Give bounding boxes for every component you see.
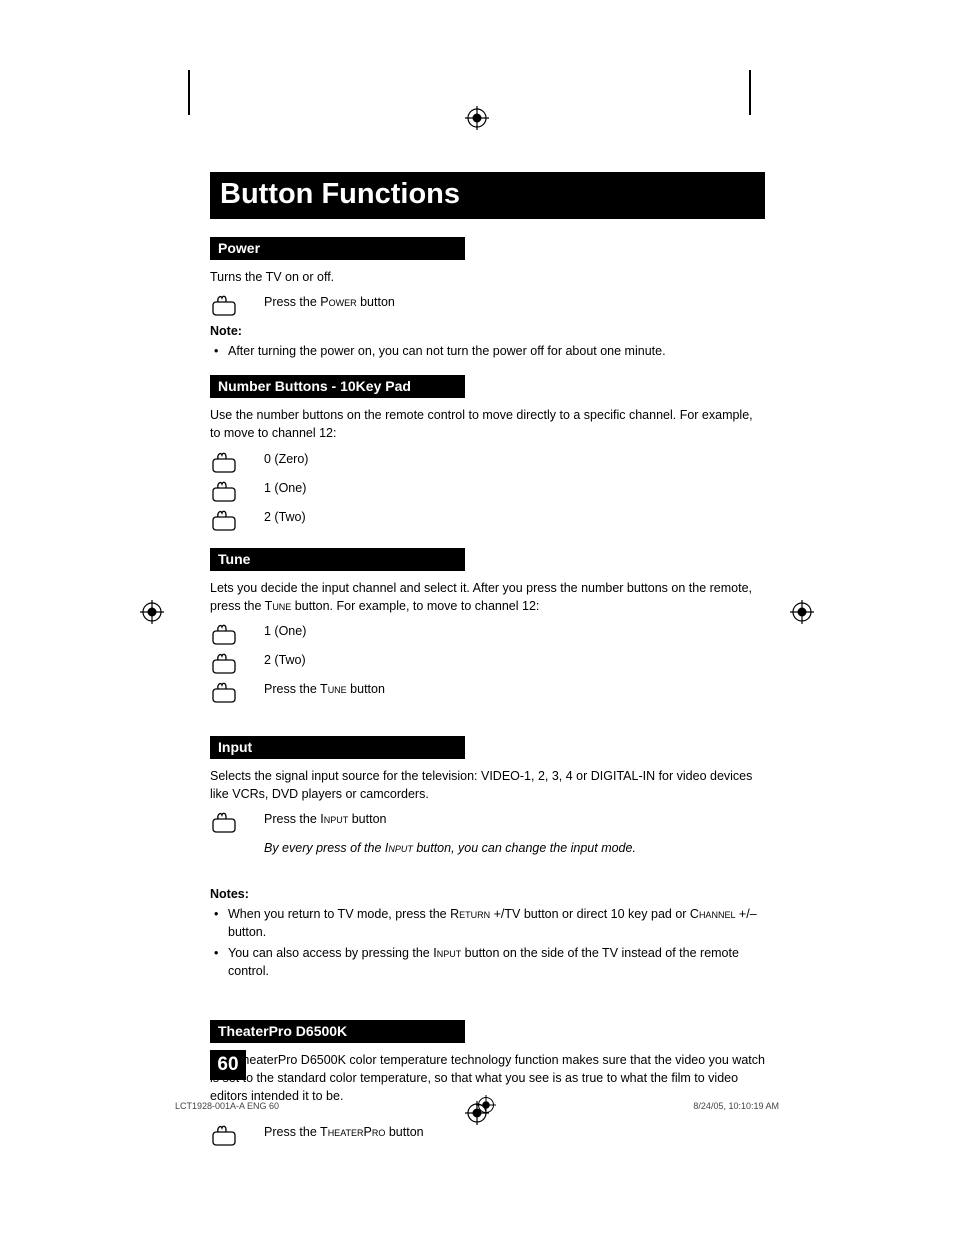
section-heading-input: Input xyxy=(210,736,465,759)
section-heading-power: Power xyxy=(210,237,465,260)
page-number: 60 xyxy=(210,1050,246,1080)
registration-mark-top xyxy=(465,106,489,130)
hand-icon xyxy=(210,650,238,676)
power-note: •After turning the power on, you can not… xyxy=(214,342,765,360)
footer-regmark xyxy=(279,1095,693,1117)
number-step-1: 1 (One) xyxy=(210,478,765,504)
registration-mark-right xyxy=(790,600,814,624)
power-intro: Turns the TV on or off. xyxy=(210,268,765,286)
hand-icon xyxy=(210,809,238,835)
registration-mark-left xyxy=(140,600,164,624)
input-step: Press the Input button xyxy=(210,809,765,835)
footer-right: 8/24/05, 10:10:19 AM xyxy=(693,1101,779,1111)
section-heading-number: Number Buttons - 10Key Pad xyxy=(210,375,465,398)
input-note-0: •When you return to TV mode, press the R… xyxy=(214,905,765,941)
number-intro: Use the number buttons on the remote con… xyxy=(210,406,765,442)
hand-icon xyxy=(210,478,238,504)
hand-icon xyxy=(210,621,238,647)
footer: LCT1928-001A-A ENG 60 8/24/05, 10:10:19 … xyxy=(175,1095,779,1117)
theater-step: Press the TheaterPro button xyxy=(210,1122,765,1148)
number-step-2: 2 (Two) xyxy=(210,507,765,533)
power-step-text: Press the Power button xyxy=(264,292,765,309)
input-italic: By every press of the Input button, you … xyxy=(210,838,765,864)
tune-intro: Lets you decide the input channel and se… xyxy=(210,579,765,615)
power-step: Press the Power button xyxy=(210,292,765,318)
section-heading-tune: Tune xyxy=(210,548,465,571)
footer-left: LCT1928-001A-A ENG 60 xyxy=(175,1101,279,1111)
hand-icon xyxy=(210,449,238,475)
number-step-0: 0 (Zero) xyxy=(210,449,765,475)
input-notes-label: Notes: xyxy=(210,887,765,901)
input-note-1: •You can also access by pressing the Inp… xyxy=(214,944,765,980)
hand-icon xyxy=(210,292,238,318)
hand-icon xyxy=(210,507,238,533)
hand-icon xyxy=(210,679,238,705)
tune-step-1: 2 (Two) xyxy=(210,650,765,676)
page-title: Button Functions xyxy=(210,172,765,219)
page-content: Button Functions Power Turns the TV on o… xyxy=(210,172,765,1151)
tune-step-2: Press the Tune button xyxy=(210,679,765,705)
crop-mark-top-left xyxy=(160,85,190,115)
crop-mark-top-right xyxy=(749,85,779,115)
hand-icon xyxy=(210,1122,238,1148)
section-heading-theater: TheaterPro D6500K xyxy=(210,1020,465,1043)
tune-step-0: 1 (One) xyxy=(210,621,765,647)
power-note-label: Note: xyxy=(210,324,765,338)
input-intro: Selects the signal input source for the … xyxy=(210,767,765,803)
